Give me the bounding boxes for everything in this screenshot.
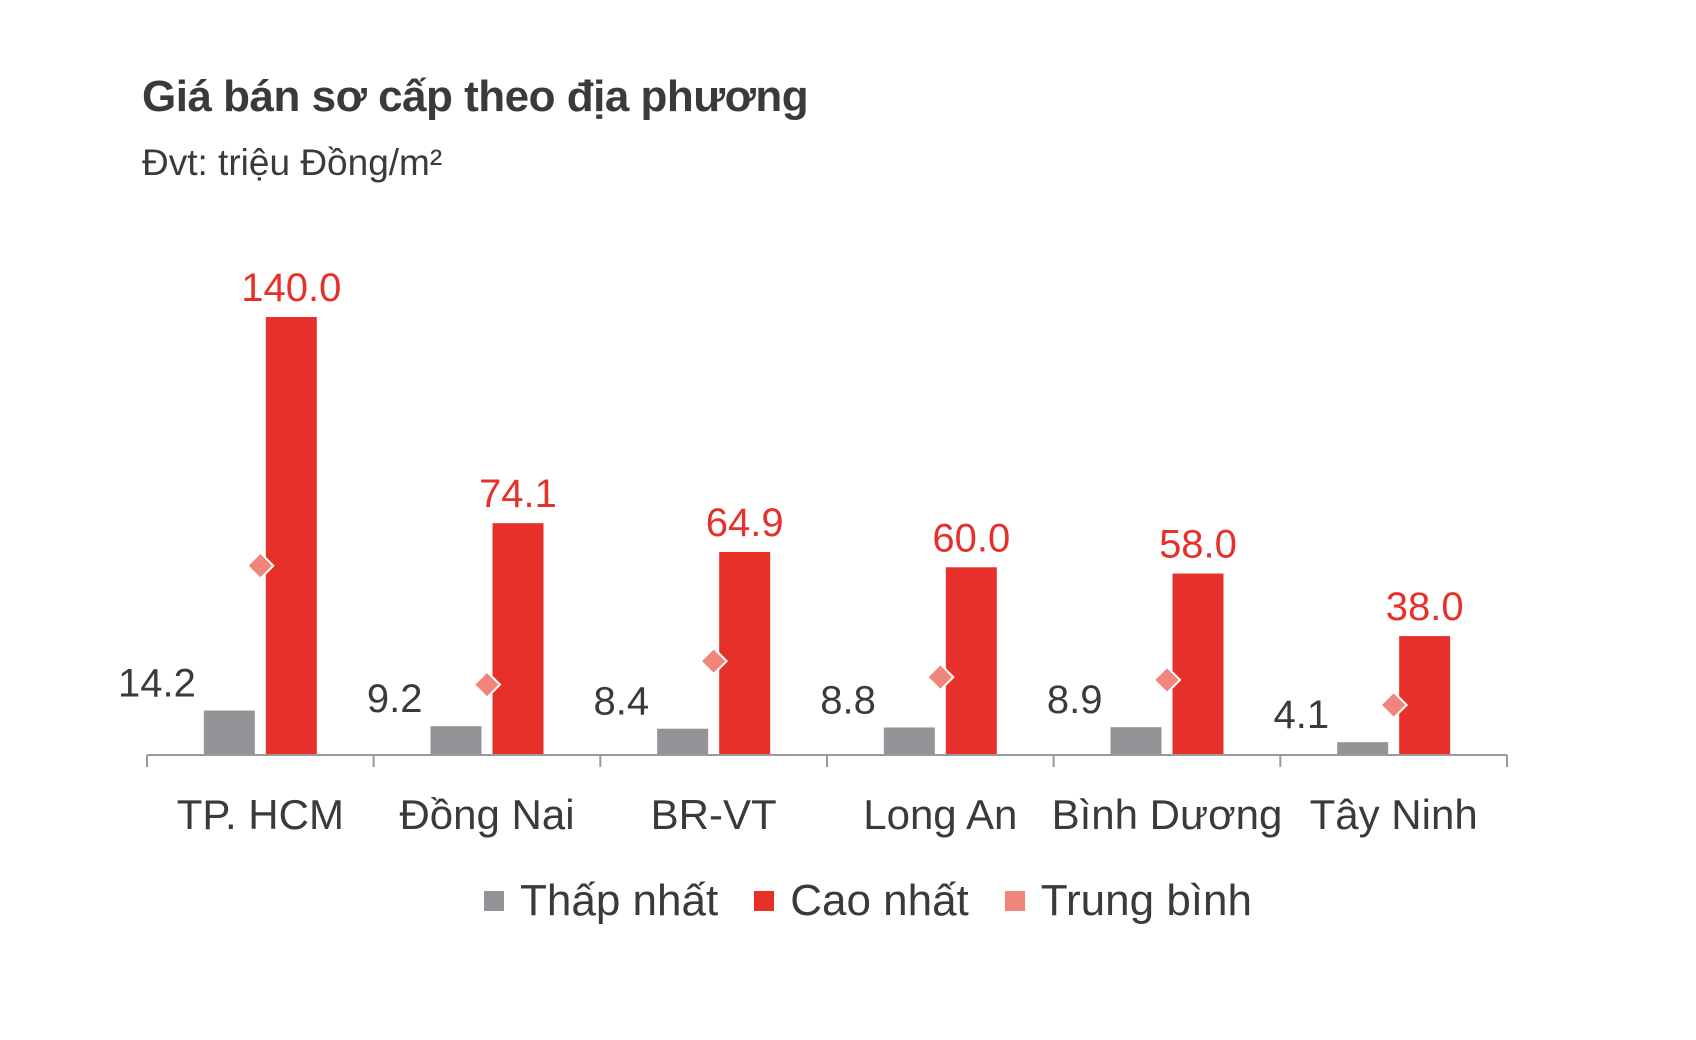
legend-label-min: Thấp nhất [520,876,719,925]
bar-max [492,523,544,755]
bar-min [203,710,255,755]
bar-min [883,727,935,755]
bar-max [1399,636,1451,755]
data-label-min: 9.2 [367,677,423,721]
legend-swatch-min [484,891,505,911]
x-tick-label: BR-VT [651,791,777,838]
data-label-max: 58.0 [1159,523,1237,567]
legend-label-average: Trung bình [1040,876,1252,925]
x-tick-label: TP. HCM [177,791,344,838]
bar-min [430,726,482,755]
legend-item-min: Thấp nhất [484,876,718,926]
bar-max [719,551,771,755]
data-label-min: 8.9 [1047,678,1103,722]
legend-swatch-max [754,891,775,911]
legend-item-max: Cao nhất [754,876,969,926]
marker-average [472,670,502,700]
legend-item-average: Trung bình [1004,876,1252,926]
legend: Thấp nhất Cao nhất Trung bình [0,876,1696,926]
data-label-max: 140.0 [241,266,341,310]
marker-average [699,646,729,676]
marker-average [245,551,275,581]
x-tick-label: Tây Ninh [1310,791,1478,838]
bar-max [265,317,317,755]
bar-min [1337,742,1389,755]
data-label-max: 38.0 [1386,585,1464,629]
data-label-max: 64.9 [706,501,784,545]
data-label-min: 8.4 [594,680,650,724]
data-label-min: 4.1 [1274,693,1330,737]
x-tick-label: Đồng Nai [399,791,574,838]
data-label-max: 60.0 [932,516,1010,560]
marker-average [1379,690,1409,720]
legend-swatch-average [1004,891,1025,911]
x-tick-label: Long An [863,791,1017,838]
bar-max [945,567,997,755]
data-label-min: 14.2 [118,662,196,706]
marker-average [1152,665,1182,695]
data-label-min: 8.8 [820,678,876,722]
data-label-max: 74.1 [479,472,557,516]
bar-min [657,728,709,755]
chart-subtitle: Đvt: triệu Đồng/m² [142,142,443,183]
chart-title: Giá bán sơ cấp theo địa phương [142,72,809,121]
x-tick-label: Bình Dương [1052,791,1283,838]
legend-label-max: Cao nhất [790,876,969,925]
bar-min [1110,727,1162,755]
bar-max [1172,573,1224,755]
marker-average [925,662,955,692]
